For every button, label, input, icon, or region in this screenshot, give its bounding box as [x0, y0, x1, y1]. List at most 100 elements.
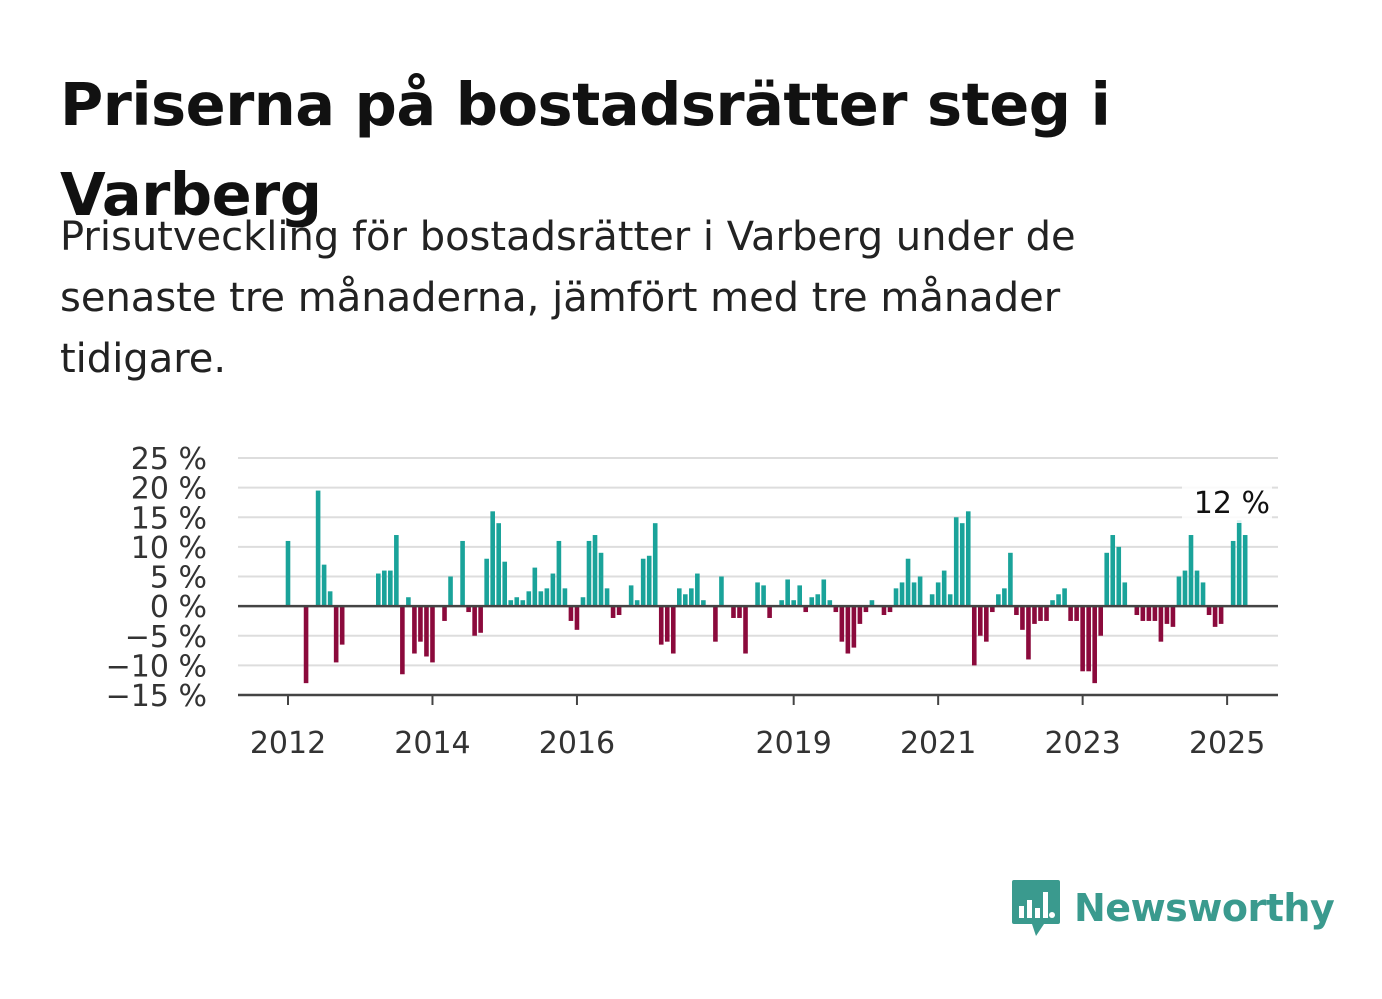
bar — [1110, 535, 1116, 607]
y-axis-ticks: 25 %20 %15 %10 %5 %0 %−5 %−10 %−15 % — [106, 442, 207, 714]
x-tick-label: 2025 — [1189, 726, 1265, 761]
bar — [418, 606, 423, 642]
bar — [580, 597, 586, 607]
bar — [1044, 606, 1049, 621]
bar-chart-speech-bubble-icon — [1012, 880, 1060, 936]
bar — [1086, 606, 1091, 672]
bar — [1074, 606, 1079, 621]
bar — [496, 523, 501, 607]
bar — [737, 606, 742, 618]
bar — [604, 588, 610, 607]
bar — [646, 555, 652, 607]
bar — [863, 606, 869, 613]
bar — [634, 600, 640, 607]
bar — [1212, 606, 1218, 627]
bar — [466, 606, 471, 613]
bar — [1098, 606, 1103, 636]
bar — [1218, 606, 1224, 624]
bar — [448, 576, 453, 607]
bar — [767, 606, 772, 618]
y-tick-label: 25 % — [131, 442, 207, 477]
bar — [514, 597, 520, 607]
bar — [971, 606, 977, 666]
bar — [472, 606, 477, 636]
bar — [893, 588, 899, 607]
bar — [1200, 582, 1206, 607]
bar — [412, 606, 417, 654]
bar — [935, 582, 941, 607]
newsworthy-logo: Newsworthy — [1010, 878, 1335, 938]
bar — [562, 588, 568, 607]
bar — [388, 570, 393, 607]
bar — [303, 606, 309, 684]
bar — [785, 579, 790, 607]
bar — [803, 606, 809, 613]
bar — [616, 606, 622, 616]
bar — [1104, 552, 1110, 607]
y-tick-label: −5 % — [125, 620, 207, 655]
bar — [1164, 606, 1170, 624]
bar — [689, 588, 694, 607]
bar — [1206, 606, 1212, 616]
bar — [520, 600, 526, 607]
bar — [1080, 606, 1085, 672]
bar — [984, 606, 989, 642]
bar — [965, 511, 971, 607]
bar — [779, 600, 784, 607]
bar — [1170, 606, 1176, 627]
bar — [285, 540, 291, 607]
last-value-annotation: 12 % — [1182, 483, 1272, 523]
bar — [1152, 606, 1158, 621]
bar — [484, 558, 489, 607]
bar — [978, 606, 983, 636]
y-tick-label: 10 % — [131, 531, 207, 566]
bar — [1122, 582, 1128, 607]
bar — [526, 591, 532, 607]
bar — [701, 600, 706, 607]
bar — [670, 606, 676, 654]
bar — [460, 540, 465, 607]
bar — [815, 594, 821, 607]
bar — [839, 606, 845, 642]
bar — [917, 576, 923, 607]
bar — [424, 606, 429, 657]
bar — [327, 591, 333, 607]
bar — [1008, 552, 1013, 607]
bar — [1116, 546, 1122, 607]
y-tick-label: 5 % — [150, 561, 207, 596]
bar — [658, 606, 664, 645]
logo-text: Newsworthy — [1074, 886, 1335, 930]
bar — [1062, 588, 1067, 607]
bar — [442, 606, 447, 621]
chart-subtitle: Prisutveckling för bostadsrätter i Varbe… — [60, 214, 1076, 382]
bar — [1134, 606, 1140, 616]
bar — [809, 597, 815, 607]
bar — [1038, 606, 1043, 621]
bar — [1182, 570, 1188, 607]
bar — [755, 582, 760, 607]
bar — [881, 606, 887, 616]
bar — [990, 606, 995, 613]
y-tick-label: −15 % — [106, 679, 207, 714]
bar — [821, 579, 827, 607]
bar — [695, 573, 700, 607]
bar — [315, 490, 321, 607]
bar — [1020, 606, 1025, 630]
bar — [628, 585, 634, 607]
bar — [1230, 540, 1236, 607]
bar — [568, 606, 574, 621]
bar — [953, 517, 959, 607]
y-tick-label: −10 % — [106, 649, 207, 684]
bar — [1056, 594, 1061, 607]
bar — [719, 576, 724, 607]
chart-title: Priserna på bostadsrätter steg i Varberg — [60, 70, 1111, 229]
bar — [550, 573, 556, 607]
bar — [532, 567, 538, 607]
y-tick-label: 0 % — [150, 590, 207, 625]
x-tick-label: 2023 — [1044, 726, 1120, 761]
bar — [887, 606, 893, 613]
bar — [430, 606, 435, 663]
bar — [833, 606, 839, 613]
bar — [761, 585, 766, 607]
bar — [713, 606, 718, 642]
